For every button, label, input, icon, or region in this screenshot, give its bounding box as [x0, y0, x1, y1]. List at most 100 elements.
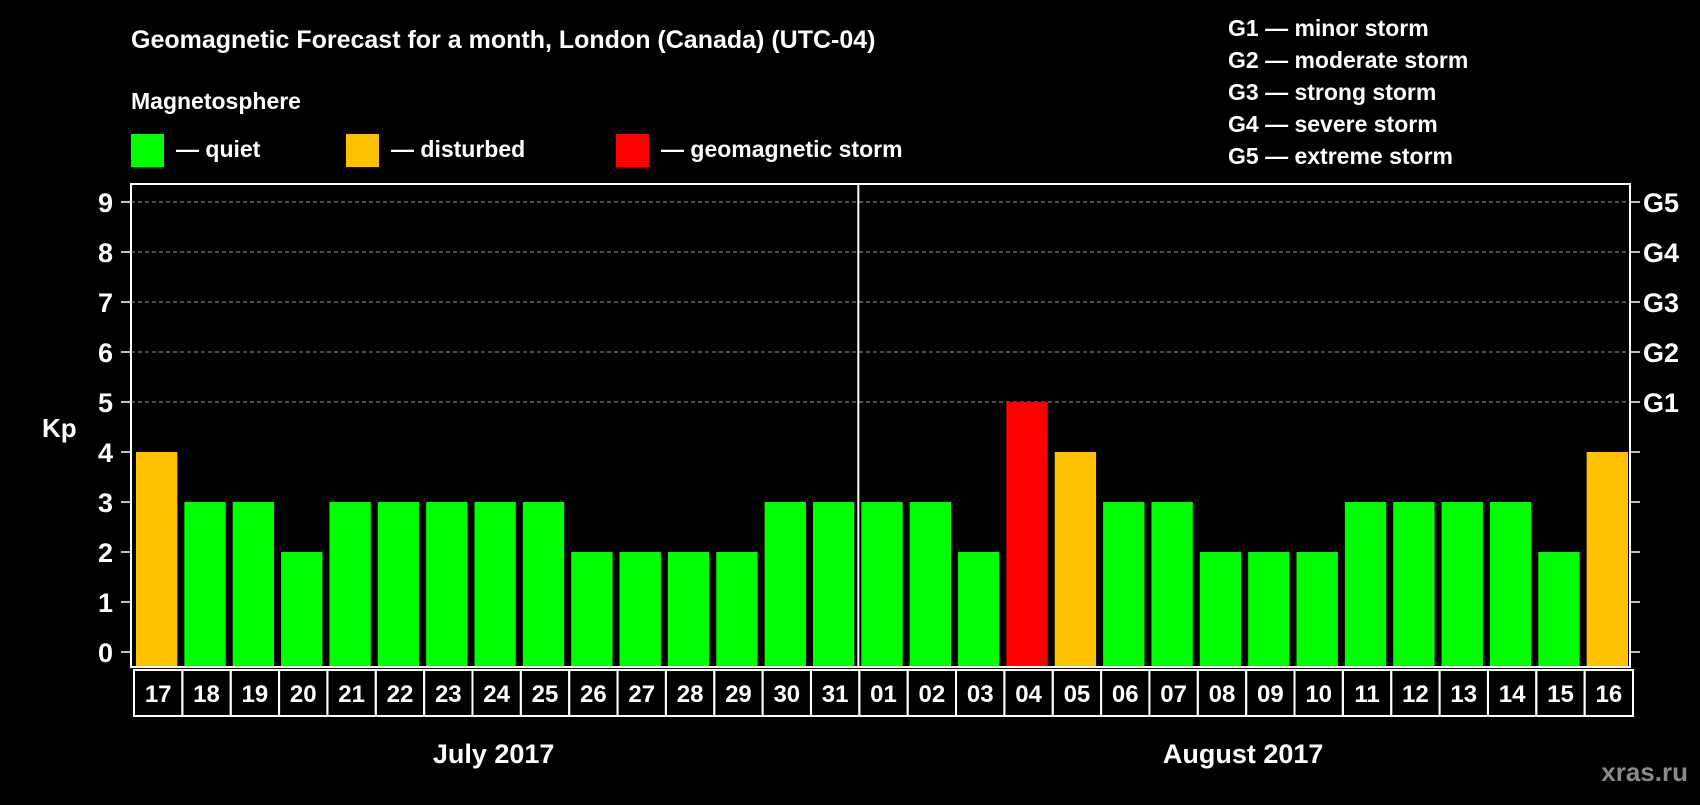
month-label: August 2017: [1163, 739, 1324, 769]
x-tick-label: 02: [919, 681, 946, 708]
plot-frame: [130, 183, 1631, 668]
storm-scale-item: G1 — minor storm: [1228, 15, 1429, 41]
g-scale-label: G3: [1643, 288, 1679, 318]
x-tick-label: 06: [1112, 681, 1139, 708]
x-tick-label: 04: [1015, 681, 1042, 708]
y-tick-label: 5: [98, 388, 113, 418]
x-tick-label: 01: [870, 681, 897, 708]
bar-day-07: [1151, 502, 1193, 666]
x-tick-label: 30: [773, 681, 800, 708]
x-tick-label: 16: [1595, 681, 1622, 708]
bar-day-19: [232, 502, 275, 666]
g-scale-label: G4: [1643, 238, 1679, 268]
y-tick-label: 4: [98, 438, 113, 468]
y-tick-label: 8: [98, 238, 113, 268]
bar-day-08: [1199, 552, 1242, 666]
x-tick-label: 09: [1257, 681, 1284, 708]
bar-day-24: [474, 502, 516, 666]
bar-day-04: [1006, 402, 1048, 666]
month-label: July 2017: [433, 739, 555, 769]
x-tick-label: 13: [1450, 681, 1477, 708]
bar-day-06: [1103, 502, 1145, 666]
watermark: xras.ru: [1601, 757, 1688, 787]
x-tick-label: 31: [822, 681, 849, 708]
x-tick-label: 17: [145, 681, 172, 708]
bar-day-29: [716, 552, 758, 666]
bar-day-26: [571, 552, 613, 666]
x-tick-label: 29: [725, 681, 752, 708]
x-tick-label: 26: [580, 681, 607, 708]
bar-day-01: [861, 502, 903, 666]
bar-day-11: [1344, 502, 1387, 666]
y-tick-label: 3: [98, 488, 113, 518]
y-tick-label: 0: [98, 638, 113, 668]
bar-day-10: [1296, 552, 1338, 666]
x-tick-label: 14: [1499, 681, 1526, 708]
g-scale-label: G2: [1643, 338, 1679, 368]
bar-day-17: [136, 452, 178, 666]
bar-day-09: [1248, 552, 1290, 666]
x-tick-label: 18: [193, 681, 220, 708]
x-tick-label: 20: [290, 681, 317, 708]
bar-day-02: [909, 502, 952, 666]
bar-day-20: [281, 552, 323, 666]
legend-label: — disturbed: [391, 136, 525, 162]
x-tick-label: 22: [387, 681, 414, 708]
legend-swatch: [346, 134, 379, 167]
x-tick-label: 08: [1209, 681, 1236, 708]
x-tick-label: 23: [435, 681, 462, 708]
storm-scale-item: G5 — extreme storm: [1228, 143, 1453, 169]
g-scale-label: G1: [1643, 388, 1679, 418]
x-tick-label: 27: [628, 681, 655, 708]
storm-scale-item: G2 — moderate storm: [1228, 47, 1468, 73]
y-tick-label: 9: [98, 188, 113, 218]
bar-day-15: [1538, 552, 1580, 666]
y-tick-label: 6: [98, 338, 113, 368]
storm-scale-item: G4 — severe storm: [1228, 111, 1438, 137]
x-tick-label: 21: [338, 681, 365, 708]
g-scale-label: G5: [1643, 188, 1679, 218]
legend-swatch: [616, 134, 649, 167]
bar-day-25: [522, 502, 565, 666]
y-tick-label: 7: [98, 288, 113, 318]
legend-label: — geomagnetic storm: [661, 136, 903, 162]
x-tick-label: 15: [1547, 681, 1574, 708]
x-tick-label: 28: [677, 681, 704, 708]
x-tick-label: 03: [967, 681, 994, 708]
legend-label: — quiet: [176, 136, 261, 162]
bar-day-23: [426, 502, 468, 666]
x-tick-label: 24: [483, 681, 510, 708]
x-tick-label: 05: [1064, 681, 1091, 708]
bar-day-27: [619, 552, 661, 666]
bar-day-16: [1586, 452, 1628, 666]
bar-day-31: [812, 502, 855, 666]
day-label-box: [1583, 669, 1634, 717]
bar-day-18: [184, 502, 226, 666]
bar-day-30: [764, 502, 806, 666]
bar-day-22: [377, 502, 420, 666]
bar-day-28: [667, 552, 710, 666]
x-tick-label: 10: [1305, 681, 1332, 708]
x-tick-label: 19: [242, 681, 269, 708]
x-tick-label: 25: [532, 681, 559, 708]
storm-scale-item: G3 — strong storm: [1228, 79, 1436, 105]
bar-day-03: [958, 552, 1000, 666]
bar-day-13: [1441, 502, 1483, 666]
x-tick-label: 07: [1160, 681, 1187, 708]
x-tick-label: 12: [1402, 681, 1429, 708]
y-tick-label: 1: [98, 588, 113, 618]
storm-scale-legend: G1 — minor storm G2 — moderate storm G3 — …: [1228, 15, 1468, 169]
bar-day-05: [1054, 452, 1097, 666]
bar-day-12: [1393, 502, 1435, 666]
legend: — quiet — disturbed — geomagnetic storm: [131, 134, 903, 167]
bar-day-21: [329, 502, 371, 666]
y-tick-label: 2: [98, 538, 113, 568]
x-tick-label: 11: [1354, 681, 1379, 708]
bar-day-14: [1489, 502, 1532, 666]
chart-subtitle: Magnetosphere: [131, 88, 301, 114]
y-axis-label: Kp: [42, 413, 77, 443]
legend-swatch: [131, 134, 164, 167]
chart-title: Geomagnetic Forecast for a month, London…: [131, 26, 876, 54]
